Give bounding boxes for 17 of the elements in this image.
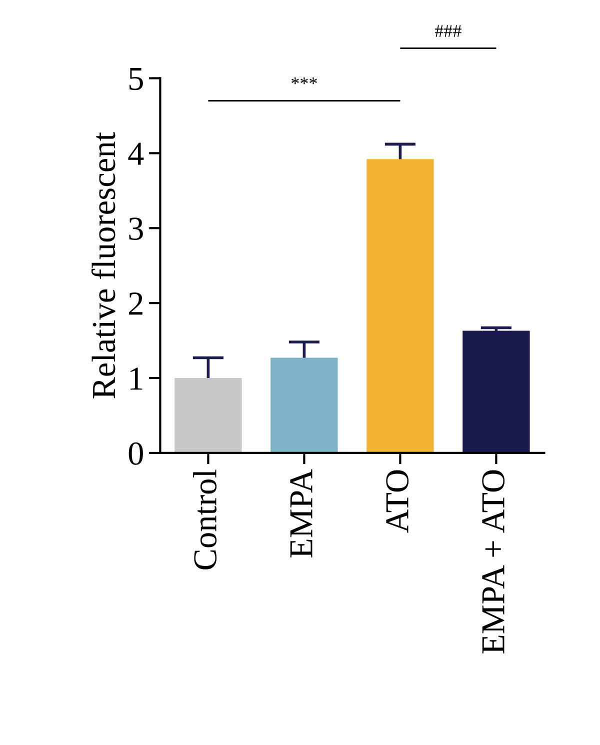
- y-tick-label: 3: [129, 218, 143, 240]
- x-tick-label: Control: [193, 470, 217, 570]
- y-axis-title: Relative fluorescent: [91, 132, 116, 398]
- y-tick-label: 0: [128, 442, 143, 465]
- annotation: ***: [292, 78, 317, 84]
- y-tick-label: 2: [129, 292, 142, 315]
- x-tick-label: EMPA: [290, 469, 312, 558]
- y-tick-label: 4: [128, 142, 144, 165]
- bar: [174, 378, 242, 453]
- x-tick-label: EMPA + ATO: [482, 470, 505, 654]
- bar: [462, 330, 530, 453]
- text: ###: [434, 25, 462, 37]
- y-tick-label: 1: [130, 368, 142, 390]
- bar: [270, 358, 338, 453]
- y-tick-label: 5: [130, 68, 143, 90]
- x-tick-label: ATO: [386, 470, 409, 533]
- bar: [366, 159, 434, 453]
